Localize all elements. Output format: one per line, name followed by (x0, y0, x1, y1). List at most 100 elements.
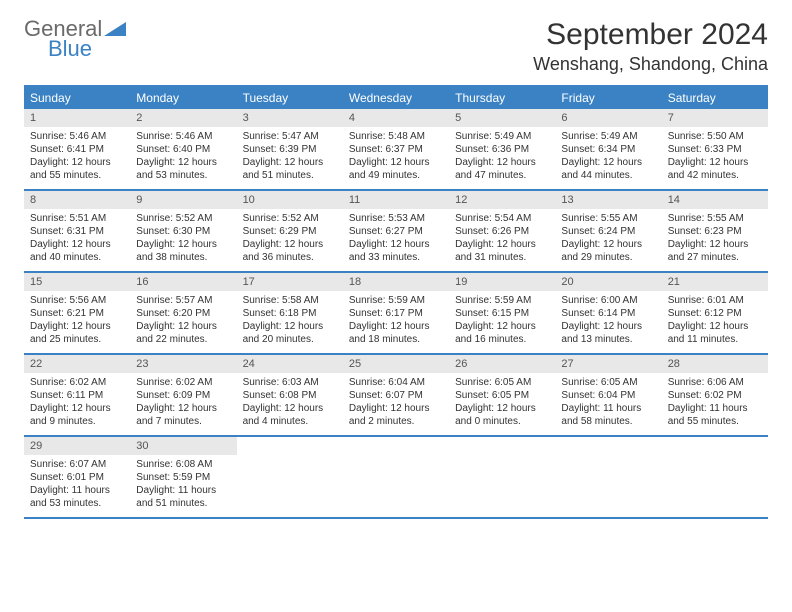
day-info-line: and 11 minutes. (668, 333, 762, 346)
day-info-line: Daylight: 12 hours (243, 156, 337, 169)
day-cell: 19Sunrise: 5:59 AMSunset: 6:15 PMDayligh… (449, 273, 555, 353)
day-number: 10 (237, 191, 343, 209)
day-info-line: and 22 minutes. (136, 333, 230, 346)
day-of-week-header: Friday (555, 87, 661, 109)
day-cell: .. (662, 437, 768, 517)
day-info-line: Daylight: 12 hours (349, 238, 443, 251)
day-cell: 20Sunrise: 6:00 AMSunset: 6:14 PMDayligh… (555, 273, 661, 353)
day-info-line: Sunset: 6:37 PM (349, 143, 443, 156)
day-body: Sunrise: 5:57 AMSunset: 6:20 PMDaylight:… (130, 291, 236, 352)
day-body: Sunrise: 5:46 AMSunset: 6:41 PMDaylight:… (24, 127, 130, 188)
day-body: Sunrise: 5:49 AMSunset: 6:34 PMDaylight:… (555, 127, 661, 188)
day-cell: .. (343, 437, 449, 517)
day-info-line: Sunset: 6:12 PM (668, 307, 762, 320)
day-info-line: and 4 minutes. (243, 415, 337, 428)
day-number: 14 (662, 191, 768, 209)
day-info-line: Sunrise: 5:53 AM (349, 212, 443, 225)
day-number: 11 (343, 191, 449, 209)
day-of-week-header: Thursday (449, 87, 555, 109)
day-info-line: Sunset: 6:34 PM (561, 143, 655, 156)
day-number: 26 (449, 355, 555, 373)
day-number: 5 (449, 109, 555, 127)
day-body: Sunrise: 6:02 AMSunset: 6:11 PMDaylight:… (24, 373, 130, 434)
day-number: 25 (343, 355, 449, 373)
day-number: 12 (449, 191, 555, 209)
day-body: Sunrise: 5:52 AMSunset: 6:30 PMDaylight:… (130, 209, 236, 270)
day-info-line: Sunrise: 5:50 AM (668, 130, 762, 143)
day-info-line: Sunset: 5:59 PM (136, 471, 230, 484)
day-number: 17 (237, 273, 343, 291)
day-of-week-header: Tuesday (237, 87, 343, 109)
day-info-line: Daylight: 12 hours (668, 238, 762, 251)
day-number: 13 (555, 191, 661, 209)
day-info-line: Sunset: 6:15 PM (455, 307, 549, 320)
day-body: Sunrise: 5:59 AMSunset: 6:17 PMDaylight:… (343, 291, 449, 352)
day-info-line: Daylight: 12 hours (30, 156, 124, 169)
day-info-line: and 33 minutes. (349, 251, 443, 264)
day-info-line: Sunset: 6:24 PM (561, 225, 655, 238)
day-cell: 1Sunrise: 5:46 AMSunset: 6:41 PMDaylight… (24, 109, 130, 189)
day-info-line: Daylight: 12 hours (455, 156, 549, 169)
day-body: Sunrise: 5:59 AMSunset: 6:15 PMDaylight:… (449, 291, 555, 352)
day-info-line: Sunset: 6:20 PM (136, 307, 230, 320)
day-info-line: Sunset: 6:18 PM (243, 307, 337, 320)
day-number: 7 (662, 109, 768, 127)
day-number: 6 (555, 109, 661, 127)
day-info-line: Sunrise: 5:46 AM (136, 130, 230, 143)
day-info-line: and 58 minutes. (561, 415, 655, 428)
day-body: Sunrise: 5:51 AMSunset: 6:31 PMDaylight:… (24, 209, 130, 270)
day-body: Sunrise: 6:02 AMSunset: 6:09 PMDaylight:… (130, 373, 236, 434)
day-info-line: Daylight: 12 hours (136, 238, 230, 251)
day-info-line: Sunrise: 5:49 AM (561, 130, 655, 143)
day-body: Sunrise: 6:04 AMSunset: 6:07 PMDaylight:… (343, 373, 449, 434)
day-number: 29 (24, 437, 130, 455)
day-info-line: Sunset: 6:39 PM (243, 143, 337, 156)
day-number: 23 (130, 355, 236, 373)
day-info-line: Sunrise: 5:46 AM (30, 130, 124, 143)
day-info-line: Daylight: 12 hours (136, 402, 230, 415)
day-of-week-header: Saturday (662, 87, 768, 109)
day-info-line: Sunset: 6:41 PM (30, 143, 124, 156)
day-info-line: Sunset: 6:36 PM (455, 143, 549, 156)
day-info-line: Sunset: 6:23 PM (668, 225, 762, 238)
day-body: Sunrise: 5:56 AMSunset: 6:21 PMDaylight:… (24, 291, 130, 352)
day-cell: 5Sunrise: 5:49 AMSunset: 6:36 PMDaylight… (449, 109, 555, 189)
day-info-line: Sunset: 6:08 PM (243, 389, 337, 402)
day-cell: 29Sunrise: 6:07 AMSunset: 6:01 PMDayligh… (24, 437, 130, 517)
day-info-line: and 42 minutes. (668, 169, 762, 182)
day-info-line: Daylight: 12 hours (561, 156, 655, 169)
day-cell: 28Sunrise: 6:06 AMSunset: 6:02 PMDayligh… (662, 355, 768, 435)
day-info-line: Sunrise: 6:02 AM (136, 376, 230, 389)
triangle-icon (104, 18, 126, 40)
day-info-line: Sunrise: 5:47 AM (243, 130, 337, 143)
title-block: September 2024 Wenshang, Shandong, China (533, 18, 768, 75)
day-number: 22 (24, 355, 130, 373)
day-body: Sunrise: 6:03 AMSunset: 6:08 PMDaylight:… (237, 373, 343, 434)
day-cell: .. (555, 437, 661, 517)
day-info-line: Sunrise: 6:00 AM (561, 294, 655, 307)
week-row: 8Sunrise: 5:51 AMSunset: 6:31 PMDaylight… (24, 191, 768, 273)
day-cell: .. (449, 437, 555, 517)
day-number: 24 (237, 355, 343, 373)
day-cell: 13Sunrise: 5:55 AMSunset: 6:24 PMDayligh… (555, 191, 661, 271)
day-number: 28 (662, 355, 768, 373)
day-info-line: Daylight: 12 hours (561, 320, 655, 333)
day-number: 30 (130, 437, 236, 455)
day-info-line: Sunset: 6:21 PM (30, 307, 124, 320)
day-cell: 23Sunrise: 6:02 AMSunset: 6:09 PMDayligh… (130, 355, 236, 435)
day-cell: 7Sunrise: 5:50 AMSunset: 6:33 PMDaylight… (662, 109, 768, 189)
day-info-line: Sunset: 6:09 PM (136, 389, 230, 402)
day-of-week-header: Wednesday (343, 87, 449, 109)
week-row: 29Sunrise: 6:07 AMSunset: 6:01 PMDayligh… (24, 437, 768, 519)
day-info-line: and 25 minutes. (30, 333, 124, 346)
day-info-line: Sunset: 6:05 PM (455, 389, 549, 402)
day-info-line: Daylight: 12 hours (455, 402, 549, 415)
day-info-line: and 9 minutes. (30, 415, 124, 428)
day-info-line: Sunrise: 6:06 AM (668, 376, 762, 389)
day-info-line: and 51 minutes. (136, 497, 230, 510)
day-info-line: Sunset: 6:27 PM (349, 225, 443, 238)
day-cell: 26Sunrise: 6:05 AMSunset: 6:05 PMDayligh… (449, 355, 555, 435)
day-info-line: Daylight: 12 hours (243, 402, 337, 415)
day-number: 27 (555, 355, 661, 373)
day-info-line: Sunrise: 5:58 AM (243, 294, 337, 307)
